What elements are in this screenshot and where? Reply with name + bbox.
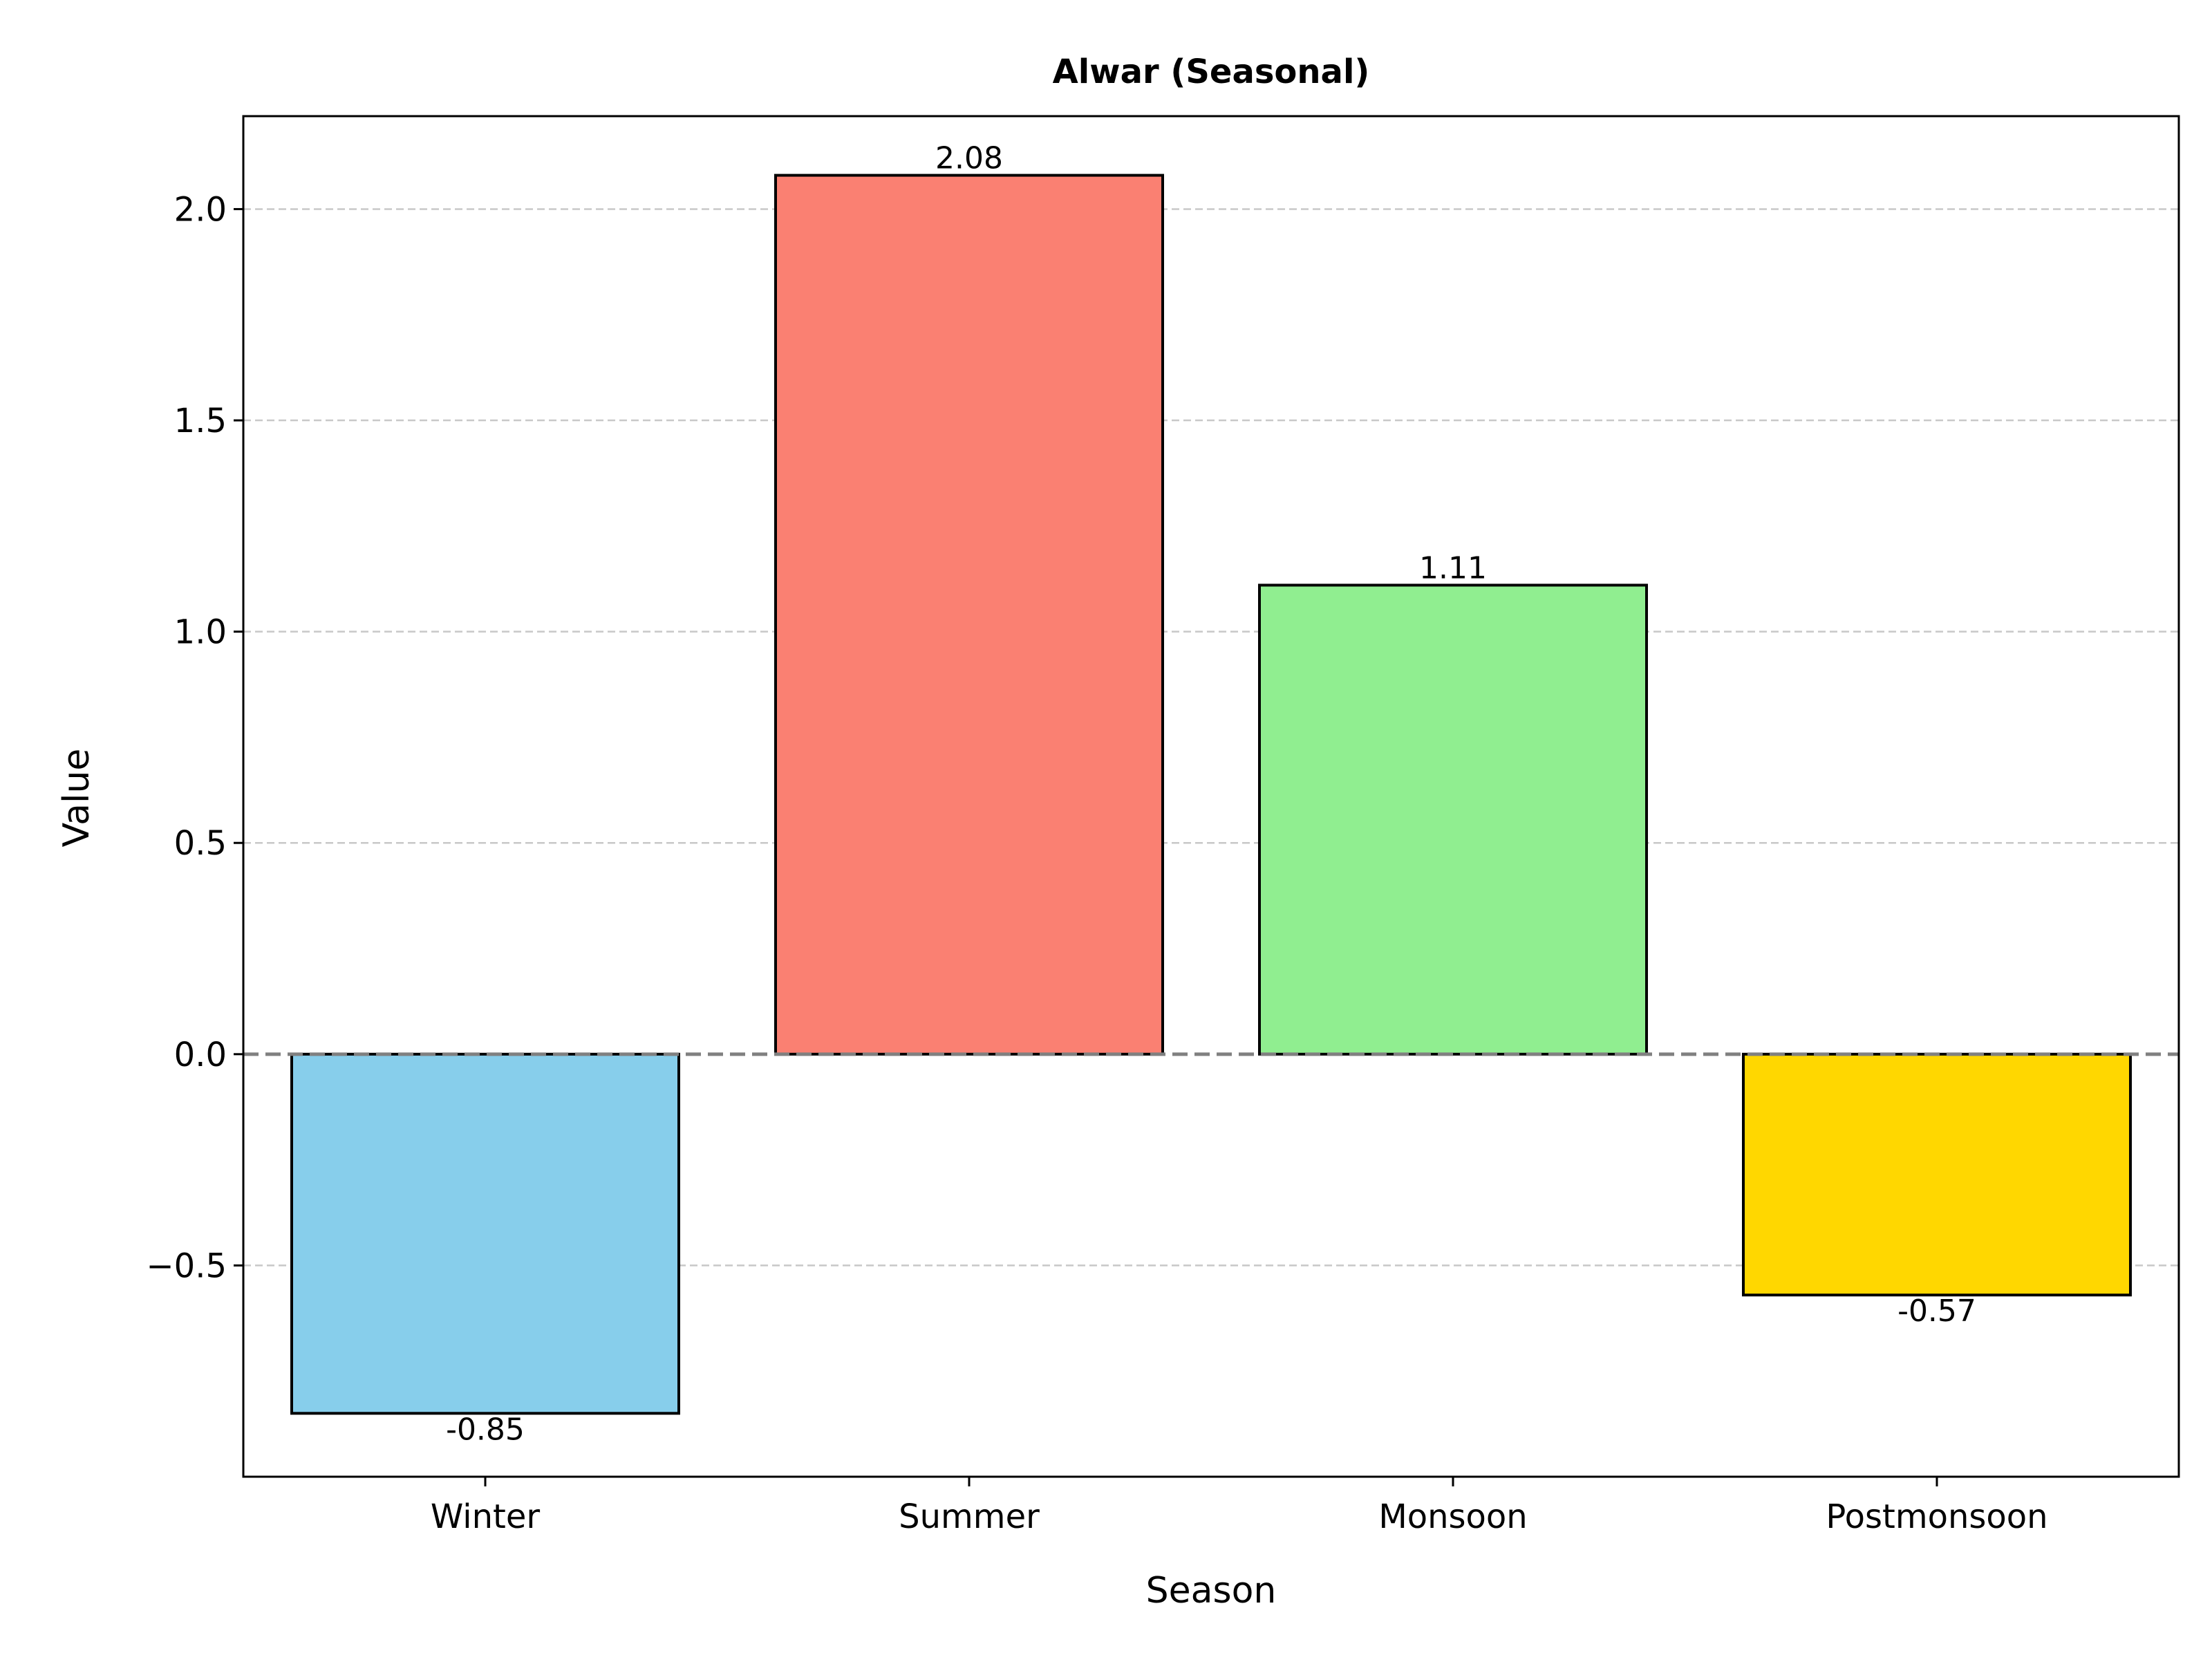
bar-summer	[774, 174, 1164, 1056]
bar-value-label: -0.85	[446, 1412, 525, 1447]
bar-value-label: 2.08	[935, 141, 1003, 176]
chart-title: Alwar (Seasonal)	[1053, 53, 1370, 91]
plot-frame	[242, 115, 2180, 1478]
y-tick-label: 1.0	[174, 613, 227, 652]
y-tick-label: −0.5	[146, 1246, 227, 1285]
x-axis-ticks: Winter Summer Monsoon Postmonsoon	[431, 1477, 2048, 1536]
y-tick-label: 0.0	[174, 1036, 227, 1074]
y-axis-ticks: −0.5 0.0 0.5 1.0 1.5 2.0	[146, 190, 243, 1285]
x-tick-label: Postmonsoon	[1826, 1497, 2047, 1536]
y-tick-label: 2.0	[174, 190, 227, 229]
bars	[290, 174, 2132, 1415]
x-tick-label: Winter	[431, 1497, 541, 1536]
bar-value-label: 1.11	[1419, 550, 1487, 586]
bar-value-labels: -0.85 2.08 1.11 -0.57	[446, 141, 1976, 1448]
y-tick-label: 1.5	[174, 402, 227, 440]
y-tick-label: 0.5	[174, 824, 227, 863]
x-tick-label: Summer	[899, 1497, 1040, 1536]
x-axis-label: Season	[1146, 1570, 1277, 1612]
bar-value-label: -0.57	[1897, 1294, 1976, 1329]
bar-monsoon	[1258, 583, 1648, 1056]
y-axis-label: Value	[56, 749, 97, 848]
x-tick-label: Monsoon	[1378, 1497, 1527, 1536]
bar-winter	[290, 1052, 680, 1415]
bar-postmonsoon	[1742, 1052, 2132, 1297]
